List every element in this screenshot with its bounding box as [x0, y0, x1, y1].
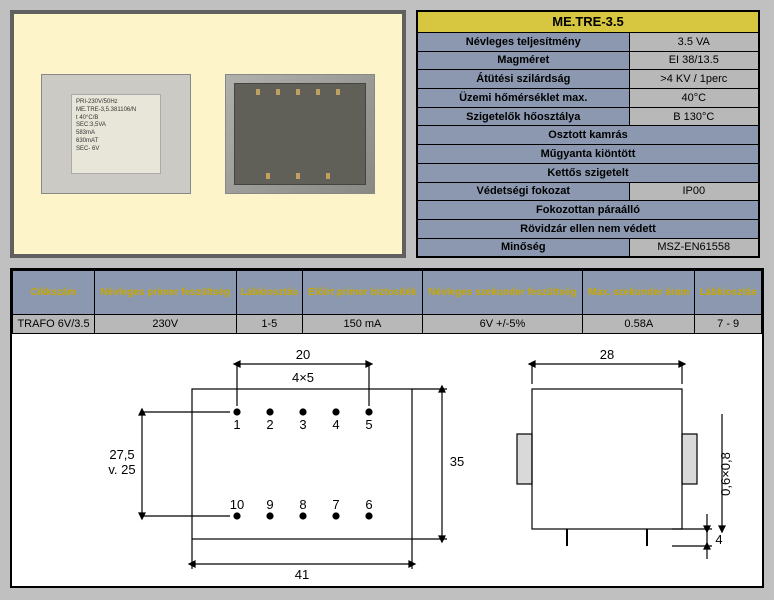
part-header: Névleges szekunder feszültség	[422, 271, 583, 315]
spec-row-full: Rövidzár ellen nem védett	[417, 220, 759, 239]
product-photo-panel: PRI-230V/50Hz ME.TRE-3,5.381106/N t 40°C…	[10, 10, 406, 258]
dim-hfull: 35	[450, 454, 464, 469]
part-header: Névleges primer feszültség	[95, 271, 237, 315]
spec-row-value: 40°C	[629, 88, 759, 107]
part-table: CikkszámNévleges primer feszültségLábkio…	[12, 270, 762, 334]
spec-row-value: IP00	[629, 182, 759, 201]
label-line: t 40°C/B	[76, 115, 156, 123]
dim-w2: 28	[600, 347, 614, 362]
part-cell: 7 - 9	[695, 315, 762, 334]
spec-row-label: Üzemi hőmérséklet max.	[417, 88, 629, 107]
spec-row-value: 3.5 VA	[629, 32, 759, 51]
dimension-diagram: 20 4×5 27,5 v. 25 41 35 28 4 0,6×0,8 1 2…	[12, 334, 762, 586]
spec-row-value: EI 38/13.5	[629, 51, 759, 70]
dim-pitch: 4×5	[292, 370, 314, 385]
spec-row-label: Magméret	[417, 51, 629, 70]
pin-num: 6	[365, 497, 372, 512]
spec-row-label: Minőség	[417, 238, 629, 257]
part-header: Előírt primer biztosíték	[303, 271, 423, 315]
dim-h1: 27,5	[109, 447, 134, 462]
label-line: ME.TRE-3,5.381106/N	[76, 107, 156, 115]
spec-row-value: MSZ-EN61558	[629, 238, 759, 257]
part-header: Cikkszám	[13, 271, 95, 315]
part-header: Lábkiosztás	[695, 271, 762, 315]
spec-row-label: Szigetelők hőosztálya	[417, 107, 629, 126]
label-line: 630mAT	[76, 138, 156, 146]
pin-num: 7	[332, 497, 339, 512]
spec-row-value: >4 KV / 1perc	[629, 70, 759, 89]
dim-h1-alt: v. 25	[108, 462, 135, 477]
part-header: Lábkiosztás	[236, 271, 303, 315]
label-line: PRI-230V/50Hz	[76, 99, 156, 107]
pin-num: 8	[299, 497, 306, 512]
pin-num: 1	[233, 417, 240, 432]
spec-row-full: Fokozottan páraálló	[417, 201, 759, 220]
part-cell: 150 mA	[303, 315, 423, 334]
spec-table: ME.TRE-3.5 Névleges teljesítmény3.5 VAMa…	[416, 10, 760, 258]
part-cell: 1-5	[236, 315, 303, 334]
dim-pinh: 4	[715, 532, 722, 547]
label-line: 583mA	[76, 130, 156, 138]
spec-row-label: Névleges teljesítmény	[417, 32, 629, 51]
pin-num: 5	[365, 417, 372, 432]
pin-num: 10	[230, 497, 244, 512]
part-cell: TRAFO 6V/3.5	[13, 315, 95, 334]
transformer-front-view: PRI-230V/50Hz ME.TRE-3,5.381106/N t 40°C…	[41, 74, 191, 194]
spec-row-full: Műgyanta kiöntött	[417, 145, 759, 164]
part-cell: 0.58A	[583, 315, 695, 334]
pin-num: 4	[332, 417, 339, 432]
dim-w1: 20	[296, 347, 310, 362]
part-header: Max. szekunder áram	[583, 271, 695, 315]
spec-row-label: Védetségi fokozat	[417, 182, 629, 201]
dim-pind: 0,6×0,8	[718, 452, 733, 496]
transformer-top-view	[225, 74, 375, 194]
pin-num: 9	[266, 497, 273, 512]
transformer-label: PRI-230V/50Hz ME.TRE-3,5.381106/N t 40°C…	[71, 94, 161, 174]
label-line: SEC:3,5VA	[76, 122, 156, 130]
spec-row-label: Átütési szilárdság	[417, 70, 629, 89]
bottom-panel: CikkszámNévleges primer feszültségLábkio…	[10, 268, 764, 588]
label-line: SEC- 6V	[76, 146, 156, 154]
part-cell: 230V	[95, 315, 237, 334]
dim-wfull: 41	[295, 567, 309, 582]
part-cell: 6V +/-5%	[422, 315, 583, 334]
pin-num: 2	[266, 417, 273, 432]
spec-row-value: B 130°C	[629, 107, 759, 126]
spec-title: ME.TRE-3.5	[417, 11, 759, 32]
spec-row-full: Osztott kamrás	[417, 126, 759, 145]
pin-num: 3	[299, 417, 306, 432]
spec-row-full: Kettős szigetelt	[417, 163, 759, 182]
